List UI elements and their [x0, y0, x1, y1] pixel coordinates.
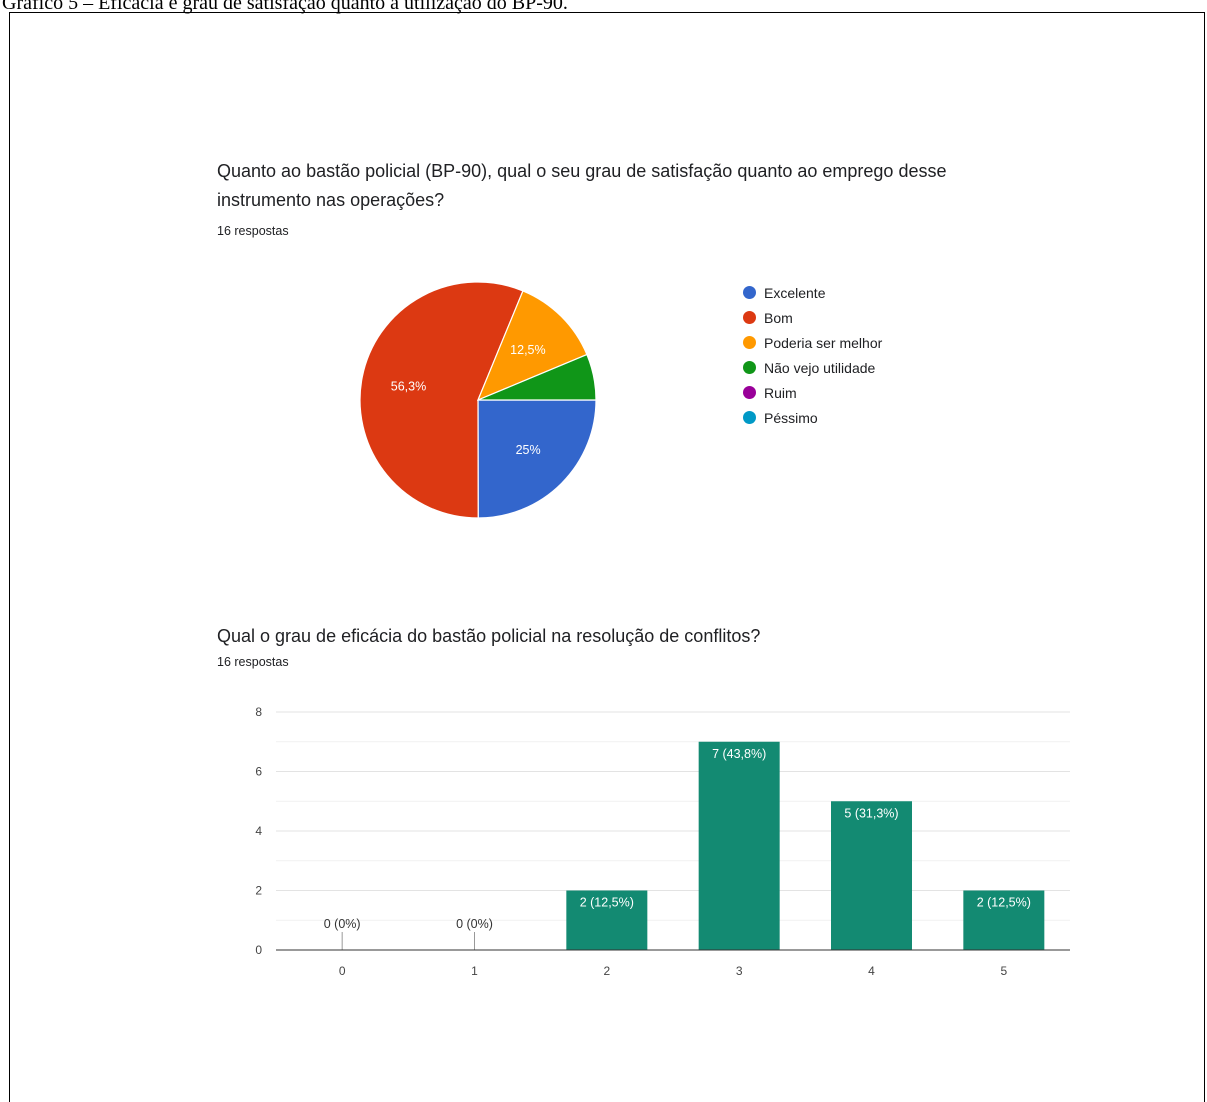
- legend-swatch: [743, 411, 756, 424]
- bar-data-label: 0 (0%): [324, 917, 361, 931]
- y-tick-label: 2: [255, 884, 262, 898]
- bar-data-label: 7 (43,8%): [712, 747, 766, 761]
- pie-response-count: 16 respostas: [217, 224, 289, 238]
- legend-label: Péssimo: [764, 409, 818, 426]
- legend-item: Excelente: [743, 280, 882, 305]
- bar: [831, 801, 912, 950]
- pie-slice-label: 56,3%: [391, 379, 426, 393]
- legend-swatch: [743, 361, 756, 374]
- bar-data-label: 2 (12,5%): [580, 896, 634, 910]
- legend-label: Bom: [764, 309, 793, 326]
- x-tick-label: 5: [1000, 964, 1007, 978]
- legend-swatch: [743, 286, 756, 299]
- bar: [963, 890, 1045, 950]
- y-tick-label: 8: [255, 705, 262, 719]
- legend-item: Bom: [743, 305, 882, 330]
- bar-data-label: 0 (0%): [456, 917, 493, 931]
- bar-response-count: 16 respostas: [217, 655, 289, 669]
- x-tick-label: 0: [339, 964, 346, 978]
- bar-data-label: 5 (31,3%): [844, 806, 898, 820]
- y-tick-label: 6: [255, 765, 262, 779]
- legend-item: Poderia ser melhor: [743, 330, 882, 355]
- bar-question-title: Qual o grau de eficácia do bastão polici…: [217, 626, 761, 646]
- bar-data-label: 2 (12,5%): [977, 896, 1031, 910]
- x-tick-label: 3: [736, 964, 743, 978]
- pie-slice-label: 25%: [516, 443, 541, 457]
- pie-slice: [359, 281, 524, 519]
- legend-item: Não vejo utilidade: [743, 355, 882, 380]
- pie-slice-label: 12,5%: [510, 343, 545, 357]
- figure-caption: Gráfico 5 – Eficácia e grau de satisfaçã…: [2, 0, 568, 14]
- y-tick-label: 4: [255, 824, 262, 838]
- pie-slice: [477, 353, 597, 401]
- bar: [698, 741, 780, 950]
- bar: [566, 890, 648, 950]
- legend-item: Ruim: [743, 380, 882, 405]
- figure-frame: [9, 12, 1205, 1102]
- pie-legend: Excelente Bom Poderia ser melhor Não vejo u…: [743, 280, 882, 430]
- legend-swatch: [743, 336, 756, 349]
- x-tick-label: 4: [868, 964, 875, 978]
- legend-label: Não vejo utilidade: [764, 359, 876, 376]
- legend-item: Péssimo: [743, 405, 882, 430]
- pie-slice: [477, 399, 597, 519]
- legend-label: Poderia ser melhor: [764, 334, 883, 351]
- legend-swatch: [743, 386, 756, 399]
- pie-slice: [476, 290, 588, 402]
- y-tick-label: 0: [255, 943, 262, 957]
- legend-swatch: [743, 311, 756, 324]
- x-tick-label: 1: [471, 964, 478, 978]
- x-tick-label: 2: [603, 964, 610, 978]
- legend-label: Excelente: [764, 284, 826, 301]
- pie-question-title: Quanto ao bastão policial (BP-90), qual …: [217, 161, 947, 210]
- legend-label: Ruim: [764, 384, 797, 401]
